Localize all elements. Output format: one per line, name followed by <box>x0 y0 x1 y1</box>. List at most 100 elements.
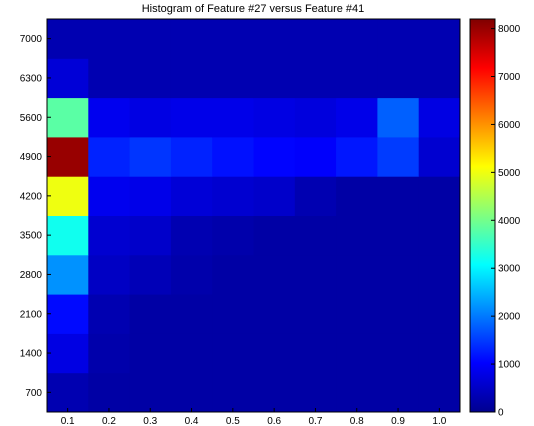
heatmap-cell <box>170 333 213 374</box>
heatmap-cell <box>212 215 254 256</box>
x-tick-label: 0.5 <box>226 416 240 426</box>
heatmap-cell <box>212 97 254 138</box>
heatmap-cell <box>294 372 337 413</box>
x-tick-label: 0.7 <box>308 416 322 426</box>
heatmap-cell <box>129 333 172 374</box>
heatmap-cell <box>418 254 461 295</box>
heatmap-cell <box>88 58 131 99</box>
heatmap-cell <box>253 333 296 374</box>
heatmap-cell <box>336 294 378 334</box>
heatmap-cell <box>47 333 89 374</box>
heatmap-cell <box>253 19 296 59</box>
x-tick-label: 0.4 <box>185 416 199 426</box>
colorbar-tick-label: 8000 <box>498 24 521 35</box>
heatmap-cell <box>377 176 420 216</box>
heatmap-cell <box>253 176 296 216</box>
heatmap-cell <box>294 58 337 99</box>
heatmap-cell <box>47 372 89 413</box>
heatmap-cell <box>170 254 213 295</box>
heatmap-cell <box>47 97 89 138</box>
heatmap-cell <box>418 58 461 99</box>
heatmap-cell <box>129 58 172 99</box>
heatmap-cell <box>294 333 337 374</box>
heatmap-cell <box>212 176 254 216</box>
heatmap-cell <box>170 215 213 256</box>
heatmap-cell <box>88 333 131 374</box>
y-tick-label: 700 <box>25 388 42 399</box>
y-tick-label: 4200 <box>20 191 43 202</box>
heatmap-cell <box>294 176 337 216</box>
heatmap-cell <box>418 372 461 413</box>
heatmap-cell <box>212 136 254 177</box>
heatmap-cell <box>418 97 461 138</box>
heatmap-cell <box>253 294 296 334</box>
heatmap-cell <box>253 58 296 99</box>
heatmap-cell <box>377 333 420 374</box>
colorbar-tick-label: 1000 <box>498 360 521 371</box>
heatmap-cell <box>377 254 420 295</box>
heatmap-cell <box>129 372 172 413</box>
y-tick-label: 2800 <box>20 270 43 281</box>
heatmap-cell <box>212 294 254 334</box>
y-tick-label: 1400 <box>20 349 43 360</box>
heatmap-cell <box>253 97 296 138</box>
heatmap-cell <box>336 254 378 295</box>
heatmap-cell <box>47 19 89 59</box>
heatmap-cell <box>336 136 378 177</box>
heatmap-cell <box>88 97 131 138</box>
heatmap-cell <box>129 97 172 138</box>
heatmap-cell <box>336 176 378 216</box>
heatmap-cell <box>336 58 378 99</box>
y-tick-label: 5600 <box>20 113 43 124</box>
heatmap-cell <box>377 97 420 138</box>
heatmap-cell <box>170 58 213 99</box>
y-axis: 700 1400 2100 2800 3500 4200 4900 5600 6300 7000 <box>20 34 51 399</box>
heatmap-cell <box>129 215 172 256</box>
heatmap-cell <box>418 333 461 374</box>
heatmap-cell <box>253 136 296 177</box>
colorbar-tick-label: 0 <box>498 408 504 419</box>
plot-frame <box>46 18 461 413</box>
heatmap-cell <box>129 176 172 216</box>
y-tick-label: 2100 <box>20 309 43 320</box>
heatmap-cell <box>336 97 378 138</box>
colorbar-tick-label: 6000 <box>498 120 521 131</box>
heatmap-cell <box>212 372 254 413</box>
heatmap-cell <box>253 215 296 256</box>
y-tick-label: 4900 <box>20 152 43 163</box>
heatmap-cell <box>336 333 378 374</box>
heatmap-cell <box>88 136 131 177</box>
heatmap-cell <box>88 254 131 295</box>
x-tick-label: 0.2 <box>102 416 116 426</box>
heatmap-cell <box>129 294 172 334</box>
heatmap-cell <box>88 19 131 59</box>
heatmap-cell <box>47 294 89 334</box>
heatmap-cell <box>47 58 89 99</box>
y-tick-label: 3500 <box>20 231 43 242</box>
heatmap-cell <box>88 176 131 216</box>
heatmap-cell <box>129 254 172 295</box>
heatmap-cell <box>418 176 461 216</box>
heatmap-cell <box>170 176 213 216</box>
heatmap-cell <box>377 294 420 334</box>
heatmap-cell <box>47 136 89 177</box>
heatmap-cell <box>88 294 131 334</box>
colorbar-tick-label: 2000 <box>498 312 521 323</box>
colorbar-axis: 0 1000 2000 3000 4000 5000 6000 7000 8000 <box>491 24 521 419</box>
heatmap-cell <box>418 136 461 177</box>
heatmap-cell <box>294 254 337 295</box>
heatmap-cell <box>47 254 89 295</box>
colorbar <box>469 18 496 413</box>
heatmap-cell <box>129 136 172 177</box>
x-axis: 0.1 0.2 0.3 0.4 0.5 0.6 0.7 0.8 0.9 1.0 <box>61 408 447 426</box>
chart-title: Histogram of Feature #27 versus Feature … <box>142 3 365 15</box>
heatmap-cell <box>336 19 378 59</box>
x-tick-label: 0.3 <box>143 416 157 426</box>
heatmap-cell <box>88 215 131 256</box>
heatmap-cells <box>47 19 461 413</box>
heatmap-cell <box>88 372 131 413</box>
colorbar-tick-label: 3000 <box>498 264 521 275</box>
heatmap-cell <box>170 19 213 59</box>
heatmap-cell <box>377 215 420 256</box>
x-tick-label: 0.1 <box>61 416 75 426</box>
